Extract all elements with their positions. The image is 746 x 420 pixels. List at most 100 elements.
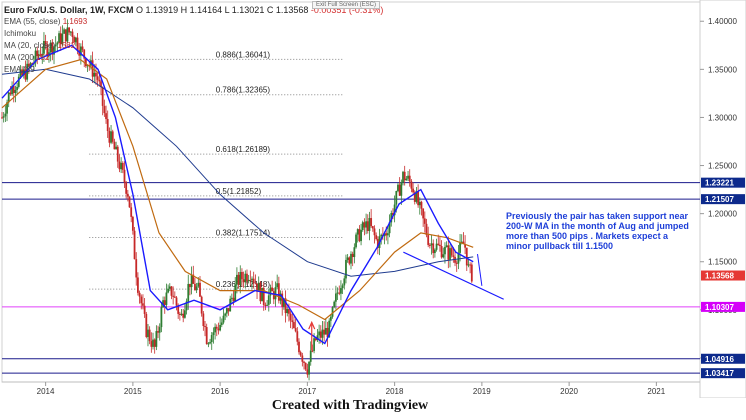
price-tag-label: 1.03417 xyxy=(705,369,734,378)
candle-body xyxy=(460,241,463,243)
price-tag xyxy=(701,368,745,379)
indicator-ichimoku[interactable]: Ichimoku xyxy=(4,29,37,38)
candle-body xyxy=(353,247,356,258)
candle-body xyxy=(58,33,60,43)
candle-body xyxy=(284,298,287,314)
candle-body xyxy=(329,316,332,321)
fib-level-label: 0.886(1.36041) xyxy=(216,50,271,59)
candle-body xyxy=(311,350,314,352)
candle-body xyxy=(345,259,347,279)
price-chart-svg[interactable]: 1.40000 1.35000 1.30000 1.25000 1.20000 1.150… xyxy=(0,0,746,398)
candle-body xyxy=(276,283,279,288)
indicator-ema89[interactable]: EMA (89 xyxy=(4,65,35,74)
candle-body xyxy=(306,369,309,375)
candle-body xyxy=(234,284,237,302)
candle-body xyxy=(370,218,373,227)
candle-body xyxy=(56,42,59,45)
candle-body xyxy=(83,49,86,59)
candle-body xyxy=(254,282,257,284)
candle-body xyxy=(202,313,205,327)
candle-body xyxy=(408,175,411,182)
candle-body xyxy=(167,288,170,293)
candle-body xyxy=(217,328,220,331)
candle-body xyxy=(126,193,129,197)
candle-body xyxy=(316,335,319,341)
candle-body xyxy=(415,191,418,202)
candle-body xyxy=(403,171,406,181)
candle-body xyxy=(303,361,305,363)
candle-body xyxy=(17,76,20,87)
candle-body xyxy=(469,264,472,266)
indicator-ema55[interactable]: EMA (55, close) 1.1693 xyxy=(4,17,88,26)
candle-body xyxy=(373,228,376,236)
candle-body xyxy=(338,292,341,294)
y-tick-label: 1.20000 xyxy=(708,210,737,219)
ema55-line xyxy=(1,59,474,321)
candle-body xyxy=(71,31,74,38)
candle-body xyxy=(190,274,193,288)
candle-body xyxy=(194,283,196,291)
candle-body xyxy=(340,288,342,294)
candle-body xyxy=(143,305,146,314)
candle-body xyxy=(113,141,116,150)
candle-body xyxy=(334,293,337,302)
candle-body xyxy=(49,42,52,53)
candle-body xyxy=(219,324,222,331)
price-change: -0.00351 (-0.31%) xyxy=(310,5,384,15)
candle-body xyxy=(246,273,248,282)
candle-body xyxy=(309,350,312,362)
indicator-ma20[interactable]: MA (20, close) 1582 xyxy=(4,41,76,50)
candle-body xyxy=(445,245,448,247)
candle-body xyxy=(11,86,13,95)
candle-body xyxy=(14,89,17,94)
candle-body xyxy=(262,287,265,305)
support-trendline xyxy=(403,251,504,300)
candle-body xyxy=(121,162,124,170)
candle-body xyxy=(22,69,25,76)
candle-body xyxy=(27,63,30,67)
chart-panel[interactable]: 1.40000 1.35000 1.30000 1.25000 1.20000 1.150… xyxy=(0,0,746,398)
candle-body xyxy=(376,239,379,248)
candle-body xyxy=(51,42,54,55)
chart-annotation-text: Previously the pair has taken support ne… xyxy=(506,211,689,251)
candle-body xyxy=(145,313,148,337)
candle-body xyxy=(175,297,178,306)
candle-body xyxy=(199,282,201,297)
candle-body xyxy=(324,327,327,335)
candle-body xyxy=(440,246,443,258)
candle-body xyxy=(192,274,195,284)
candle-body xyxy=(264,304,267,306)
exit-fullscreen-button[interactable]: Exit Full Screen (ESC) xyxy=(312,1,381,9)
candle-body xyxy=(210,335,213,343)
candle-body xyxy=(128,196,131,208)
candle-body xyxy=(232,297,235,302)
candle-body xyxy=(120,162,123,170)
x-tick-label: 2017 xyxy=(298,387,316,396)
candle-body xyxy=(467,264,470,266)
candle-body xyxy=(106,119,109,131)
candle-body xyxy=(256,283,258,292)
candle-body xyxy=(29,63,32,67)
candle-body xyxy=(214,326,216,333)
candle-body xyxy=(229,298,232,312)
candle-body xyxy=(209,342,211,344)
candle-body xyxy=(301,355,304,362)
candle-body xyxy=(6,102,8,114)
candle-body xyxy=(418,201,421,206)
candle-body xyxy=(420,201,423,209)
candle-body xyxy=(410,181,413,189)
candle-body xyxy=(63,29,65,34)
price-tag xyxy=(701,353,745,364)
candle-body xyxy=(68,27,71,33)
candle-body xyxy=(118,161,121,170)
candle-body xyxy=(207,343,210,345)
y-tick-label: 1.30000 xyxy=(708,113,737,122)
indicator-ma200[interactable]: MA (200 152 xyxy=(4,53,50,62)
candle-body xyxy=(160,307,163,328)
candle-body xyxy=(433,249,436,254)
candle-body xyxy=(100,81,102,88)
x-tick-label: 2016 xyxy=(211,387,229,396)
candle-body xyxy=(225,308,228,314)
candle-body xyxy=(390,213,393,223)
candle-body xyxy=(95,72,97,77)
